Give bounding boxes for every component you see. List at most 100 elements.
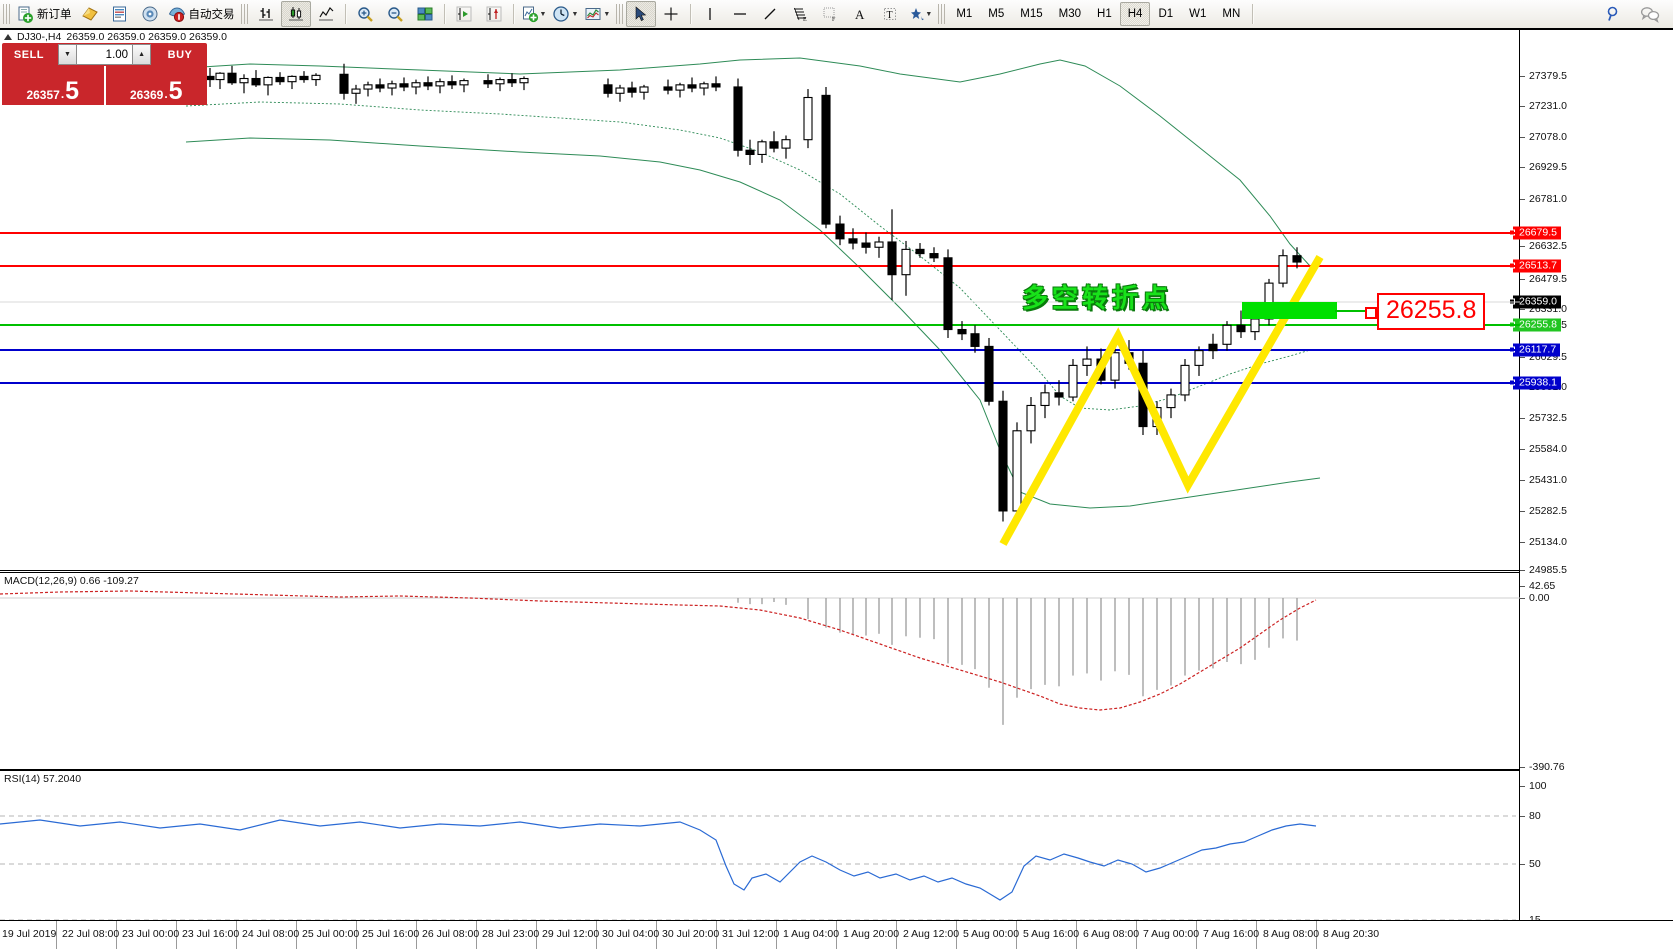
toolbar-grip-4[interactable] bbox=[938, 4, 946, 24]
new-order-button[interactable]: 新订单 bbox=[13, 1, 75, 27]
chart-area[interactable]: MACD(12,26,9) 0.66 -109.27 RSI(14) 57.20… bbox=[0, 30, 1673, 949]
fibonacci-button[interactable]: E bbox=[785, 1, 815, 27]
time-axis[interactable]: 19 Jul 2019 22 Jul 08:00 23 Jul 00:00 23 Ju… bbox=[0, 920, 1673, 949]
candlestick-chart-button[interactable] bbox=[280, 1, 311, 27]
price-box-knob[interactable] bbox=[1365, 307, 1377, 319]
price-level-label[interactable]: 26255.8 bbox=[1509, 318, 1561, 332]
chevron-down-icon-3[interactable]: ▼ bbox=[603, 10, 611, 18]
macd-pane[interactable]: MACD(12,26,9) 0.66 -109.27 bbox=[0, 572, 1520, 770]
price-level-label[interactable]: 26513.7 bbox=[1509, 259, 1561, 273]
candle-body bbox=[603, 84, 613, 94]
toolbar-grip-2[interactable] bbox=[240, 4, 248, 24]
candle-body bbox=[663, 86, 673, 91]
chat-button[interactable] bbox=[1635, 1, 1665, 27]
chart-autoscroll-icon bbox=[486, 6, 501, 22]
chevron-down-icon-4[interactable]: ▼ bbox=[925, 10, 933, 18]
bar-chart-button[interactable] bbox=[251, 1, 281, 27]
templates-button[interactable]: ▼ bbox=[581, 1, 613, 27]
price-tick: 50 bbox=[1520, 858, 1541, 870]
toolbar-grip-3[interactable] bbox=[616, 4, 624, 24]
timeframe-d1[interactable]: D1 bbox=[1158, 8, 1174, 20]
autotrading-button[interactable]: 自动交易 bbox=[165, 1, 238, 27]
expert-advisor-button[interactable] bbox=[75, 1, 105, 27]
time-separator bbox=[836, 921, 837, 949]
time-label: 26 Jul 08:00 bbox=[422, 928, 480, 940]
candle-body bbox=[1194, 350, 1204, 366]
collapse-triangle-icon[interactable] bbox=[4, 34, 12, 40]
macd-histogram bbox=[737, 598, 1298, 725]
price-level-label[interactable]: 26679.5 bbox=[1509, 226, 1561, 240]
navigator-button[interactable] bbox=[135, 1, 165, 27]
text-box-button[interactable]: T bbox=[875, 1, 905, 27]
volume-up-icon[interactable]: ▲ bbox=[132, 44, 152, 65]
zoom-out-button[interactable] bbox=[380, 1, 410, 27]
price-level-label[interactable]: 26117.7 bbox=[1509, 343, 1561, 357]
new-order-label: 新订单 bbox=[37, 9, 72, 21]
tile-windows-button[interactable] bbox=[410, 1, 440, 27]
candle-body bbox=[929, 253, 939, 259]
time-separator bbox=[716, 921, 717, 949]
price-tick: 27231.0 bbox=[1520, 100, 1567, 112]
time-separator bbox=[596, 921, 597, 949]
timeframe-w1[interactable]: W1 bbox=[1189, 8, 1207, 20]
timeframe-m5[interactable]: M5 bbox=[988, 8, 1005, 20]
volume-down-icon[interactable]: ▼ bbox=[57, 44, 77, 65]
chevron-down-icon-2[interactable]: ▼ bbox=[571, 10, 579, 18]
buy-price-quote[interactable]: 26369 . 5 bbox=[105, 66, 207, 105]
price-level-label[interactable]: 25938.1 bbox=[1509, 376, 1561, 390]
bollinger-upper bbox=[185, 57, 1311, 267]
text-box-icon: T bbox=[884, 8, 897, 21]
chart-shift-button[interactable] bbox=[449, 1, 479, 27]
line-chart-button[interactable] bbox=[311, 1, 341, 27]
buy-button[interactable]: BUY bbox=[153, 43, 207, 66]
turning-point-annotation: 多空转折点 bbox=[1022, 284, 1173, 314]
time-label: 19 Jul 2019 bbox=[2, 928, 57, 940]
crosshair-button[interactable] bbox=[656, 1, 686, 27]
market-watch-button[interactable] bbox=[105, 1, 135, 27]
timeframe-h4[interactable]: H4 bbox=[1119, 2, 1151, 26]
candle-body bbox=[970, 333, 980, 347]
add-indicator-button[interactable]: ▼ bbox=[518, 1, 550, 27]
time-label: 5 Aug 00:00 bbox=[963, 928, 1020, 940]
toolbar-grip[interactable] bbox=[3, 4, 10, 24]
timeframe-m15[interactable]: M15 bbox=[1020, 8, 1043, 20]
rsi-pane[interactable]: RSI(14) 57.2040 bbox=[0, 770, 1520, 922]
svg-text:T: T bbox=[887, 10, 893, 21]
text-label-button[interactable]: F bbox=[815, 1, 845, 27]
chevron-down-icon[interactable]: ▼ bbox=[539, 10, 547, 18]
sell-price-quote[interactable]: 26357 . 5 bbox=[2, 66, 104, 105]
candle-body bbox=[1166, 394, 1176, 409]
one-click-trading-panel[interactable]: SELL ▼ 1.00 ▲ BUY 26357 . 5 26369 . 5 bbox=[2, 43, 207, 105]
horizontal-line-icon bbox=[734, 13, 747, 15]
timeframe-mn[interactable]: MN bbox=[1222, 8, 1241, 20]
cursor-button[interactable] bbox=[626, 1, 657, 27]
vertical-line-button[interactable] bbox=[695, 1, 725, 27]
timeframe-m1[interactable]: M1 bbox=[956, 8, 973, 20]
volume-stepper[interactable]: ▼ 1.00 ▲ bbox=[55, 43, 154, 66]
chart-autoscroll-button[interactable] bbox=[479, 1, 509, 27]
macd-signal-line bbox=[0, 590, 1317, 711]
search-button[interactable] bbox=[1599, 1, 1629, 27]
zoom-in-button[interactable] bbox=[350, 1, 380, 27]
time-label: 30 Jul 04:00 bbox=[602, 928, 660, 940]
candle-body bbox=[1012, 430, 1022, 512]
volume-input[interactable]: 1.00 bbox=[76, 44, 133, 65]
candle-body bbox=[263, 76, 273, 86]
sell-price-fraction: 5 bbox=[65, 76, 80, 105]
shapes-button[interactable]: ▼ bbox=[905, 1, 935, 27]
period-button[interactable]: ▼ bbox=[549, 1, 581, 27]
time-label: 2 Aug 12:00 bbox=[903, 928, 960, 940]
price-level-label[interactable]: 26359.0 bbox=[1509, 295, 1561, 309]
timeframe-h1[interactable]: H1 bbox=[1097, 8, 1112, 20]
time-separator bbox=[536, 921, 537, 949]
timeframe-m30[interactable]: M30 bbox=[1058, 8, 1082, 20]
candle-body bbox=[275, 76, 285, 83]
candle-body bbox=[861, 242, 871, 248]
trendline-button[interactable] bbox=[755, 1, 785, 27]
text-button[interactable]: A bbox=[845, 1, 875, 27]
period-icon bbox=[553, 6, 570, 22]
candle-body bbox=[1180, 364, 1190, 396]
horizontal-line-button[interactable] bbox=[725, 1, 755, 27]
sell-button[interactable]: SELL bbox=[2, 43, 56, 66]
price-scale[interactable]: 27379.5 27231.0 27078.0 26929.5 26781.0 26632… bbox=[1509, 30, 1673, 943]
